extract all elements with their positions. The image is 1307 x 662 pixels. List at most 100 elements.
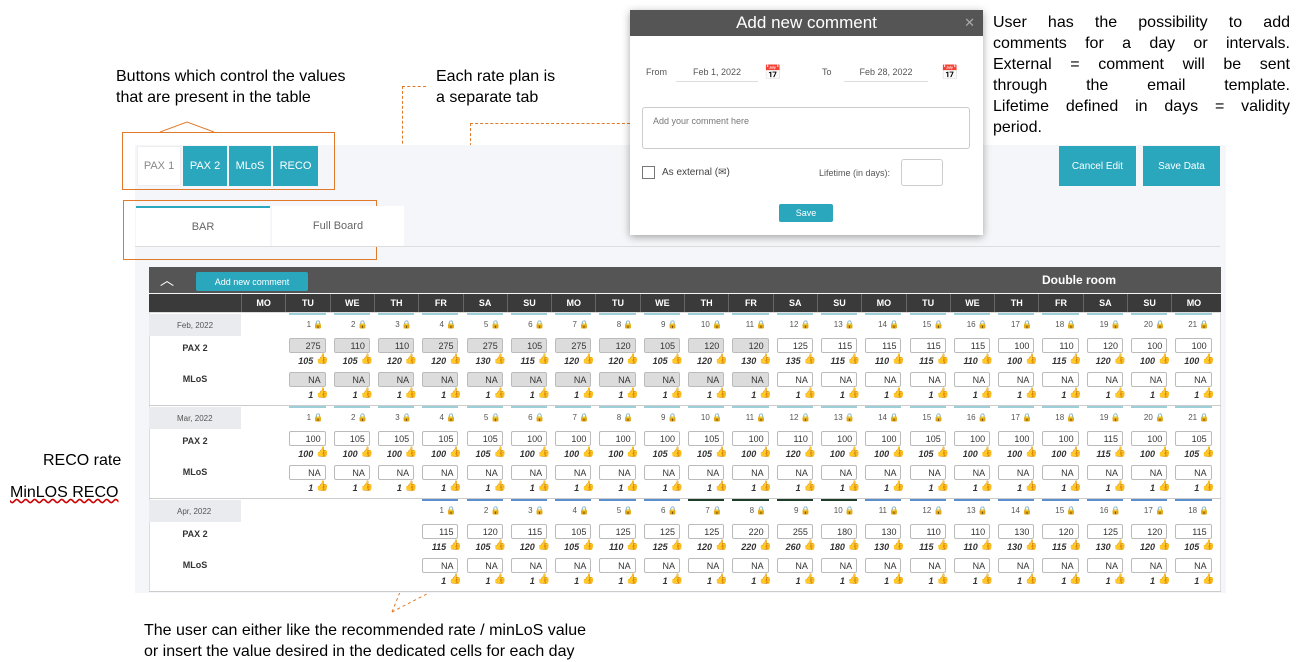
from-date-input[interactable]: Feb 1, 2022 xyxy=(676,62,758,82)
collapse-icon[interactable]: ︿ xyxy=(160,272,174,288)
like-icon[interactable]: 👍 xyxy=(670,354,684,365)
pax-rate-input[interactable]: 115 xyxy=(820,338,858,353)
reco-button[interactable]: RECO xyxy=(273,146,318,186)
pax-rate-input[interactable]: 100 xyxy=(643,431,680,446)
like-icon[interactable]: 👍 xyxy=(1113,540,1127,551)
pax-rate-input[interactable]: 275 xyxy=(422,338,459,353)
like-icon[interactable]: 👍 xyxy=(715,388,728,399)
like-icon[interactable]: 👍 xyxy=(759,447,772,458)
pax-rate-input[interactable]: 105 xyxy=(510,338,548,353)
mlos-input[interactable]: NA xyxy=(776,558,813,573)
like-icon[interactable]: 👍 xyxy=(936,388,949,399)
to-date-input[interactable]: Feb 28, 2022 xyxy=(844,62,928,82)
like-icon[interactable]: 👍 xyxy=(803,481,817,492)
pax-rate-input[interactable]: 120 xyxy=(1086,338,1123,353)
pax-rate-input[interactable]: 100 xyxy=(289,431,326,446)
like-icon[interactable]: 👍 xyxy=(892,447,905,458)
like-icon[interactable]: 👍 xyxy=(715,540,728,551)
mlos-input[interactable]: NA xyxy=(953,558,991,573)
like-icon[interactable]: 👍 xyxy=(1113,447,1127,458)
like-icon[interactable]: 👍 xyxy=(449,540,462,551)
pax-rate-input[interactable]: 255 xyxy=(776,524,813,539)
like-icon[interactable]: 👍 xyxy=(847,388,861,399)
calendar-icon[interactable]: 📅 xyxy=(941,64,959,80)
pax-rate-input[interactable]: 110 xyxy=(776,431,813,446)
pax-rate-input[interactable]: 110 xyxy=(333,338,370,353)
like-icon[interactable]: 👍 xyxy=(892,540,905,551)
like-icon[interactable]: 👍 xyxy=(449,447,462,458)
tab-full-board[interactable]: Full Board xyxy=(272,206,404,246)
like-icon[interactable]: 👍 xyxy=(582,388,595,399)
like-icon[interactable]: 👍 xyxy=(1069,574,1082,585)
like-icon[interactable]: 👍 xyxy=(537,540,551,551)
like-icon[interactable]: 👍 xyxy=(980,574,994,585)
like-icon[interactable]: 👍 xyxy=(892,354,905,365)
pax-rate-input[interactable]: 110 xyxy=(377,338,415,353)
like-icon[interactable]: 👍 xyxy=(1202,574,1215,585)
pax-rate-input[interactable]: 105 xyxy=(333,431,370,446)
mlos-input[interactable]: NA xyxy=(1175,558,1212,573)
like-icon[interactable]: 👍 xyxy=(980,481,994,492)
mlos-input[interactable]: NA xyxy=(1131,372,1168,387)
like-icon[interactable]: 👍 xyxy=(1025,447,1038,458)
pax-rate-input[interactable]: 115 xyxy=(1086,431,1123,446)
like-icon[interactable]: 👍 xyxy=(1158,447,1171,458)
mlos-input[interactable]: NA xyxy=(688,558,725,573)
like-icon[interactable]: 👍 xyxy=(980,540,994,551)
pax-rate-input[interactable]: 105 xyxy=(688,431,725,446)
like-icon[interactable]: 👍 xyxy=(493,574,506,585)
like-icon[interactable]: 👍 xyxy=(715,574,728,585)
mlos-input[interactable]: NA xyxy=(953,465,991,480)
like-icon[interactable]: 👍 xyxy=(626,447,639,458)
like-icon[interactable]: 👍 xyxy=(493,447,506,458)
like-icon[interactable]: 👍 xyxy=(1025,481,1038,492)
like-icon[interactable]: 👍 xyxy=(1113,574,1127,585)
like-icon[interactable]: 👍 xyxy=(1025,574,1038,585)
like-icon[interactable]: 👍 xyxy=(582,447,595,458)
mlos-input[interactable]: NA xyxy=(599,558,636,573)
mlos-button[interactable]: MLoS xyxy=(229,146,271,186)
like-icon[interactable]: 👍 xyxy=(936,447,949,458)
like-icon[interactable]: 👍 xyxy=(626,574,639,585)
like-icon[interactable]: 👍 xyxy=(803,447,817,458)
like-icon[interactable]: 👍 xyxy=(759,574,772,585)
pax-rate-input[interactable]: 105 xyxy=(466,431,503,446)
mlos-input[interactable]: NA xyxy=(643,465,680,480)
pax-rate-input[interactable]: 115 xyxy=(953,338,991,353)
like-icon[interactable]: 👍 xyxy=(404,481,418,492)
like-icon[interactable]: 👍 xyxy=(626,354,639,365)
mlos-input[interactable]: NA xyxy=(776,372,813,387)
mlos-input[interactable]: NA xyxy=(1131,558,1168,573)
pax-rate-input[interactable]: 100 xyxy=(732,431,769,446)
like-icon[interactable]: 👍 xyxy=(847,540,861,551)
mlos-input[interactable]: NA xyxy=(510,558,548,573)
mlos-input[interactable]: NA xyxy=(289,465,326,480)
like-icon[interactable]: 👍 xyxy=(892,481,905,492)
mlos-input[interactable]: NA xyxy=(732,372,769,387)
pax-rate-input[interactable]: 105 xyxy=(643,338,680,353)
like-icon[interactable]: 👍 xyxy=(759,354,772,365)
pax-rate-input[interactable]: 110 xyxy=(909,524,946,539)
like-icon[interactable]: 👍 xyxy=(1158,540,1171,551)
calendar-icon[interactable]: 📅 xyxy=(764,64,782,80)
mlos-input[interactable]: NA xyxy=(776,465,813,480)
pax-rate-input[interactable]: 220 xyxy=(732,524,769,539)
pax-rate-input[interactable]: 180 xyxy=(820,524,858,539)
like-icon[interactable]: 👍 xyxy=(493,481,506,492)
mlos-input[interactable]: NA xyxy=(998,465,1035,480)
like-icon[interactable]: 👍 xyxy=(715,354,728,365)
mlos-input[interactable]: NA xyxy=(732,558,769,573)
like-icon[interactable]: 👍 xyxy=(980,447,994,458)
like-icon[interactable]: 👍 xyxy=(316,354,329,365)
pax-rate-input[interactable]: 100 xyxy=(599,431,636,446)
pax-rate-input[interactable]: 275 xyxy=(466,338,503,353)
like-icon[interactable]: 👍 xyxy=(626,540,639,551)
mlos-input[interactable]: NA xyxy=(865,372,902,387)
mlos-input[interactable]: NA xyxy=(599,372,636,387)
pax-rate-input[interactable]: 120 xyxy=(466,524,503,539)
mlos-input[interactable]: NA xyxy=(289,372,326,387)
pax-rate-input[interactable]: 120 xyxy=(1042,524,1079,539)
like-icon[interactable]: 👍 xyxy=(715,447,728,458)
mlos-input[interactable]: NA xyxy=(466,558,503,573)
tab-bar[interactable]: BAR xyxy=(136,206,270,246)
